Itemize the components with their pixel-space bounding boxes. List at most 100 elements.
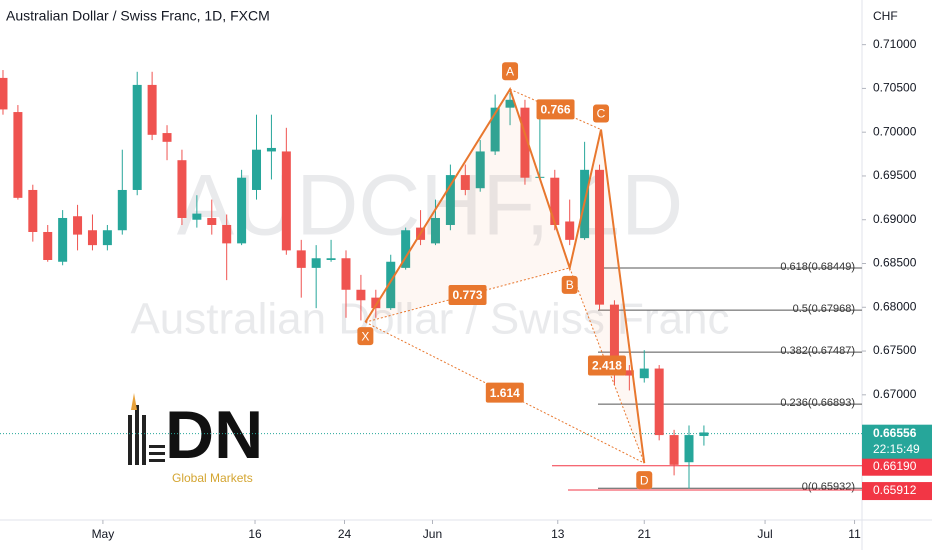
candle-body bbox=[341, 258, 351, 290]
candle-body bbox=[565, 221, 575, 240]
countdown-label: 22:15:49 bbox=[873, 442, 920, 456]
logo-bar bbox=[135, 405, 139, 465]
candle-body bbox=[266, 147, 276, 152]
candle-body bbox=[73, 216, 83, 235]
last-price-label: 0.66556 bbox=[873, 426, 917, 440]
candle bbox=[311, 245, 321, 309]
ratio-box bbox=[448, 285, 487, 306]
candle bbox=[117, 149, 127, 235]
candle bbox=[445, 164, 455, 231]
candle bbox=[87, 214, 97, 251]
ratio-label: 1.614 bbox=[490, 386, 520, 400]
logo-bar bbox=[128, 415, 132, 465]
candle-body bbox=[0, 77, 8, 110]
candle bbox=[401, 227, 411, 270]
ratio-box bbox=[485, 382, 524, 403]
price-tag-label: 0.66190 bbox=[873, 459, 917, 473]
candle bbox=[28, 184, 38, 242]
pattern-point-label: X bbox=[361, 329, 369, 343]
candle-body bbox=[520, 107, 530, 178]
candle bbox=[565, 199, 575, 246]
candle bbox=[281, 127, 291, 255]
candle-body bbox=[371, 297, 381, 309]
y-tick-label: 0.67500 bbox=[873, 343, 917, 357]
candle-body bbox=[102, 230, 112, 246]
x-tick-label: May bbox=[92, 527, 115, 541]
candle bbox=[356, 274, 366, 321]
y-tick-label: 0.68000 bbox=[873, 299, 917, 313]
x-tick-label: Jul bbox=[757, 527, 772, 541]
candle bbox=[73, 204, 83, 251]
y-tick-label: 0.69000 bbox=[873, 212, 917, 226]
logo-bar bbox=[149, 445, 165, 448]
candle-body bbox=[28, 189, 38, 232]
candle-body bbox=[460, 175, 470, 190]
candle-body bbox=[237, 177, 247, 244]
y-tick-label: 0.69500 bbox=[873, 168, 917, 182]
candle bbox=[699, 425, 709, 446]
ratio-label: 0.766 bbox=[541, 103, 571, 117]
ratio-box bbox=[587, 355, 626, 376]
y-tick-label: 0.67000 bbox=[873, 387, 917, 401]
ratio-box bbox=[536, 99, 575, 120]
y-axis-unit: CHF bbox=[873, 9, 898, 23]
candle bbox=[162, 125, 172, 161]
fib-label: 0.236(0.66893) bbox=[780, 397, 855, 409]
candle-body bbox=[87, 230, 97, 246]
y-tick-label: 0.70500 bbox=[873, 81, 917, 95]
logo-text: DN bbox=[165, 397, 263, 473]
logo-subtitle: Global Markets bbox=[172, 471, 253, 485]
candle bbox=[624, 365, 634, 391]
logo: DN Global Markets bbox=[128, 393, 263, 485]
pattern-point-box bbox=[593, 104, 610, 123]
candle-body bbox=[684, 435, 694, 463]
candle bbox=[669, 429, 679, 476]
candle bbox=[237, 169, 247, 246]
candle-body bbox=[430, 217, 440, 244]
candle-body bbox=[147, 84, 157, 135]
candle-body bbox=[401, 230, 411, 268]
candle bbox=[58, 210, 68, 266]
logo-tower bbox=[131, 393, 137, 410]
candle bbox=[252, 114, 262, 200]
fib-label: 0.618(0.68449) bbox=[780, 261, 855, 273]
x-tick-label: 24 bbox=[338, 527, 352, 541]
candle-body bbox=[550, 177, 560, 225]
candle bbox=[13, 105, 23, 200]
candle bbox=[654, 365, 664, 441]
candle bbox=[684, 425, 694, 489]
candle bbox=[132, 71, 142, 196]
candle bbox=[326, 239, 336, 262]
fib-label: 0(0.65932) bbox=[802, 481, 855, 493]
price-tag bbox=[862, 482, 932, 501]
pattern-point-box bbox=[636, 471, 653, 490]
price-tag-label: 0.65912 bbox=[873, 483, 917, 497]
ratio-label: 2.418 bbox=[592, 359, 622, 373]
pattern-point-box bbox=[502, 62, 519, 81]
candle-body bbox=[699, 432, 709, 436]
pattern-point-label: D bbox=[640, 473, 649, 487]
candle-body bbox=[281, 151, 291, 251]
candle-body bbox=[595, 169, 605, 305]
candle bbox=[490, 94, 500, 155]
candle bbox=[341, 250, 351, 318]
pattern-point-box bbox=[357, 327, 374, 346]
candle bbox=[43, 224, 53, 262]
candle-body bbox=[505, 99, 515, 108]
candle-body bbox=[13, 112, 23, 198]
candle bbox=[0, 70, 8, 115]
candle-body bbox=[445, 175, 455, 225]
logo-bar bbox=[142, 415, 146, 465]
candle-body bbox=[624, 370, 634, 376]
candle bbox=[430, 199, 440, 246]
candle bbox=[266, 114, 276, 180]
candle-body bbox=[356, 289, 366, 301]
candle-body bbox=[639, 368, 649, 379]
candle-body bbox=[386, 261, 396, 309]
fib-label: 0.5(0.67968) bbox=[793, 303, 855, 315]
candle-body bbox=[609, 304, 619, 371]
candle bbox=[192, 195, 202, 228]
candle bbox=[296, 239, 306, 298]
pattern-point-label: C bbox=[597, 107, 606, 121]
pattern-line bbox=[364, 86, 646, 464]
